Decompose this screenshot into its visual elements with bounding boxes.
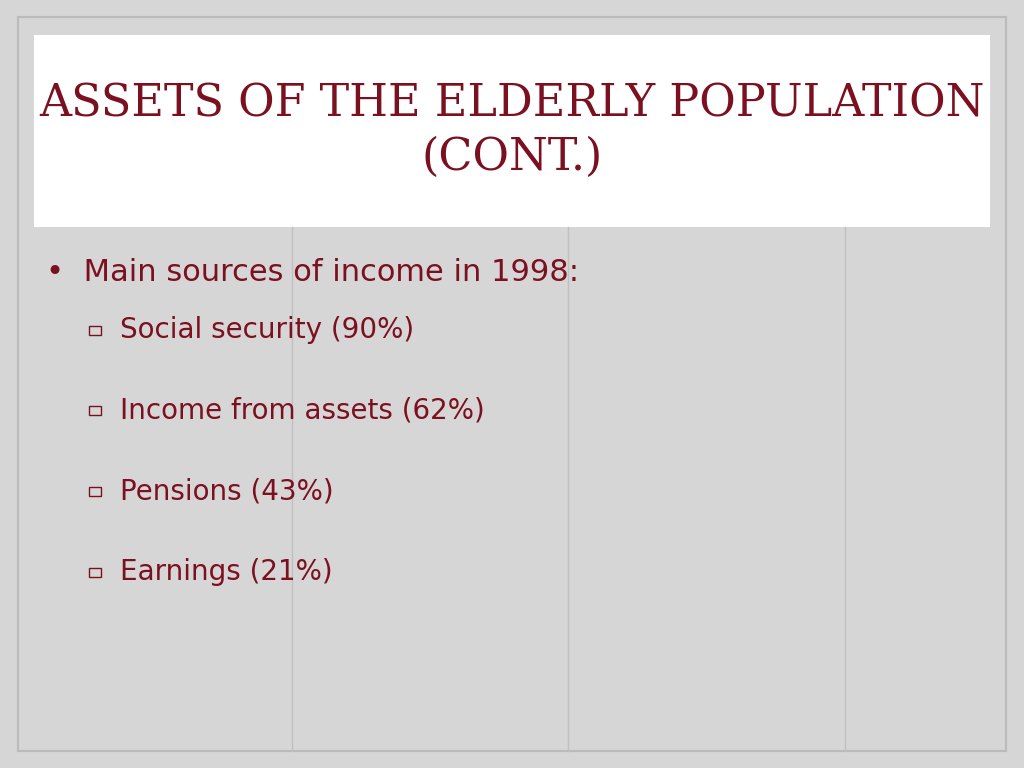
Bar — [34, 35, 990, 227]
Text: (CONT.): (CONT.) — [421, 136, 603, 179]
Text: Income from assets (62%): Income from assets (62%) — [120, 397, 484, 425]
Text: •  Main sources of income in 1998:: • Main sources of income in 1998: — [46, 258, 580, 287]
Bar — [89, 326, 101, 335]
Text: Social security (90%): Social security (90%) — [120, 316, 414, 344]
Text: Pensions (43%): Pensions (43%) — [120, 478, 334, 505]
Bar — [89, 568, 101, 577]
Text: ASSETS OF THE ELDERLY POPULATION: ASSETS OF THE ELDERLY POPULATION — [39, 82, 985, 125]
Bar — [89, 487, 101, 496]
Bar — [89, 406, 101, 415]
Text: Earnings (21%): Earnings (21%) — [120, 558, 333, 586]
